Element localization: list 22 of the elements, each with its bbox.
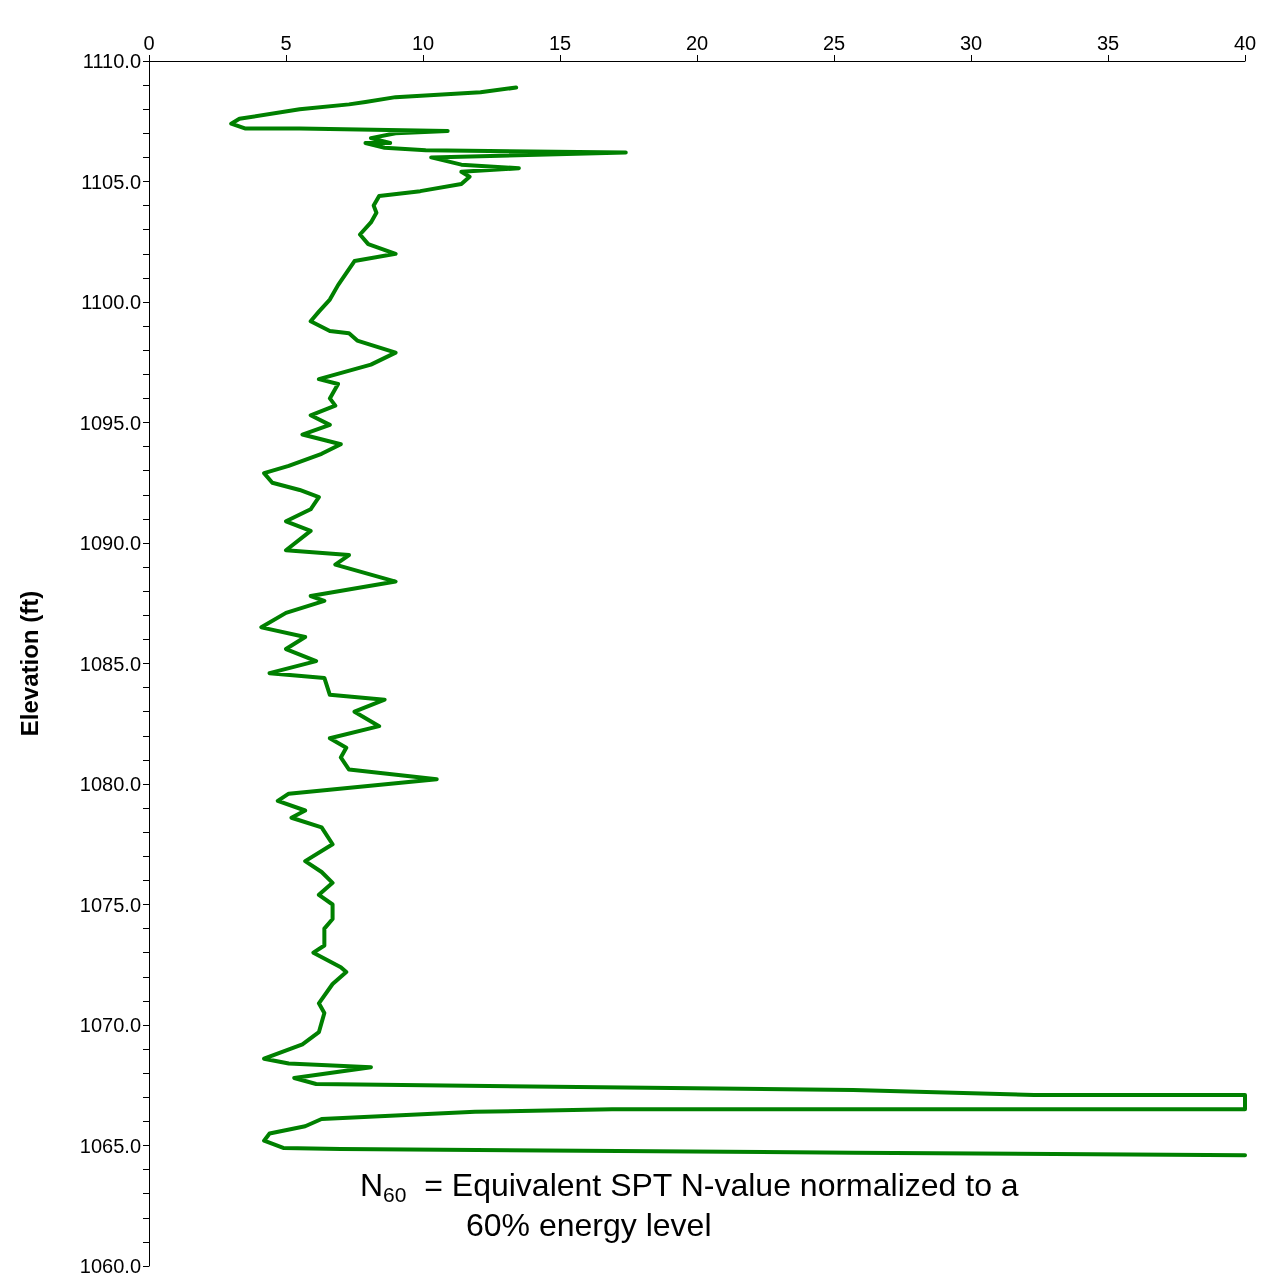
y-tick-label: 1070.0 — [79, 1014, 141, 1036]
x-tick-label: 20 — [685, 32, 709, 54]
y-tick-label: 1085.0 — [79, 652, 141, 675]
y-tick-label: 1080.0 — [79, 773, 141, 795]
y-tick-label: 1090.0 — [79, 532, 141, 554]
y-axis-title: Elevation (ft) — [15, 590, 43, 737]
x-tick-label: 10 — [411, 32, 435, 54]
x-tick-label: 25 — [822, 32, 846, 54]
y-tick-label: 1075.0 — [79, 893, 141, 916]
x-tick-label: 0 — [143, 32, 155, 54]
y-tick-label: 1110.0 — [82, 50, 141, 72]
x-tick-label: 30 — [959, 32, 983, 54]
x-tick-label: 5 — [280, 32, 292, 54]
line-series — [229, 85, 1247, 1158]
y-tick-label: 1060.0 — [79, 1255, 141, 1277]
y-tick-label: 1105.0 — [81, 170, 141, 193]
y-tick-label: 1100.0 — [81, 291, 141, 313]
x-tick-label: 15 — [548, 32, 572, 54]
y-tick-label: 1065.0 — [79, 1134, 141, 1157]
y-tick-label: 1095.0 — [79, 411, 141, 434]
x-tick-label: 35 — [1096, 32, 1120, 54]
x-tick-label: 40 — [1233, 32, 1257, 54]
